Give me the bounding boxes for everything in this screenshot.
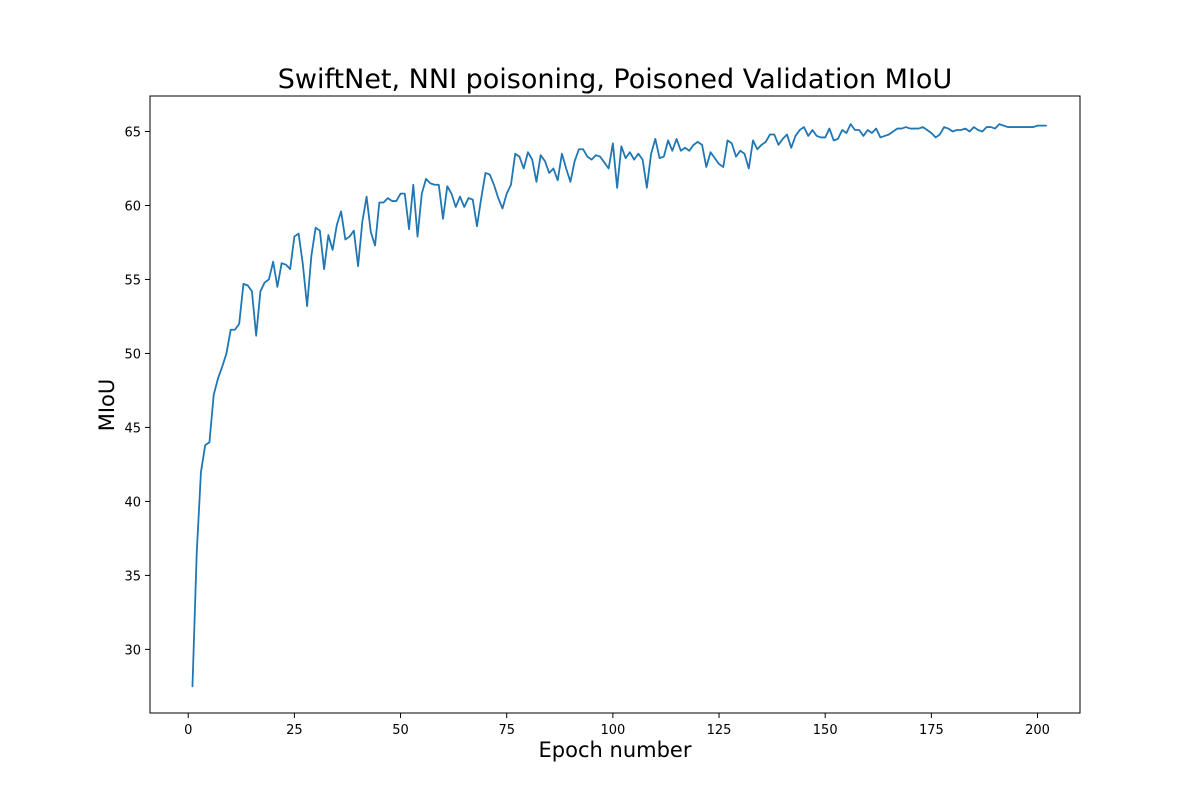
x-tick-label: 150 (813, 723, 838, 738)
x-tick-label: 25 (286, 723, 303, 738)
chart-title: SwiftNet, NNI poisoning, Poisoned Valida… (278, 64, 952, 95)
x-axis-label: Epoch number (539, 738, 692, 762)
y-tick-label: 55 (124, 273, 141, 288)
y-tick-label: 50 (124, 347, 141, 362)
x-tick-label: 75 (498, 723, 515, 738)
y-tick-label: 60 (124, 199, 141, 214)
x-tick-label: 50 (392, 723, 409, 738)
series-line (191, 123, 1047, 688)
plot-area (149, 95, 1081, 714)
x-tick-label: 175 (919, 723, 944, 738)
x-tick-label: 125 (707, 723, 732, 738)
x-axis: 0 25 50 75 100 125 150 175 200 (184, 713, 1050, 738)
y-tick-label: 65 (124, 126, 141, 141)
y-tick-label: 35 (124, 569, 141, 584)
y-tick-label: 30 (124, 643, 141, 658)
x-tick-label: 100 (600, 723, 625, 738)
y-tick-label: 40 (124, 495, 141, 510)
x-tick-label: 200 (1025, 723, 1050, 738)
y-axis: 30 35 40 45 50 55 60 65 (124, 126, 150, 658)
x-tick-label: 0 (184, 723, 192, 738)
y-tick-label: 45 (124, 421, 141, 436)
y-axis-label: MIoU (95, 379, 119, 432)
